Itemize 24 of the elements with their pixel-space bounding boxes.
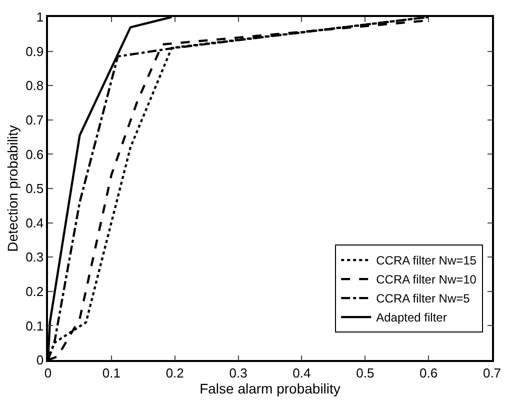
- x-tick-label: 0.7: [482, 365, 502, 380]
- y-tick-label: 0: [36, 352, 44, 368]
- x-tick-label: 0.6: [420, 365, 438, 380]
- legend-label: CCRA filter Nw=5: [376, 292, 470, 306]
- y-tick-label: 0.9: [26, 44, 44, 59]
- x-tick-label: 0.1: [102, 365, 120, 380]
- x-tick-label: 0.2: [166, 365, 184, 380]
- legend-label: CCRA filter Nw=10: [376, 272, 477, 287]
- x-tick-label: 0.5: [356, 365, 374, 380]
- y-axis-title: Detection probability: [4, 125, 21, 252]
- y-tick-label: 1: [36, 10, 44, 25]
- y-tick-label: 0.4: [26, 215, 44, 230]
- y-tick-label: 0.8: [26, 78, 44, 94]
- legend-label: Adapted filter: [376, 310, 447, 325]
- x-tick-label: 0.3: [229, 365, 248, 380]
- y-tick-label: 0.6: [26, 146, 44, 162]
- y-tick-label: 0.1: [26, 318, 44, 334]
- y-tick-label: 0.7: [26, 112, 44, 128]
- legend-label: CCRA filter Nw=15: [376, 254, 477, 268]
- y-tick-label: 0.5: [26, 181, 44, 196]
- x-tick-label: 0.4: [292, 365, 311, 380]
- y-tick-label: 0.3: [26, 250, 44, 265]
- y-tick-label: 0.2: [26, 284, 44, 299]
- x-axis-title: False alarm probability: [200, 380, 340, 396]
